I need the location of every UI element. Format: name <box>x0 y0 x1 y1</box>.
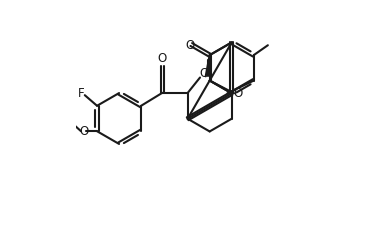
Text: F: F <box>78 87 84 100</box>
Text: O: O <box>158 52 167 65</box>
Text: O: O <box>199 67 208 80</box>
Text: O: O <box>80 125 89 138</box>
Text: O: O <box>233 87 242 100</box>
Text: O: O <box>185 39 195 52</box>
